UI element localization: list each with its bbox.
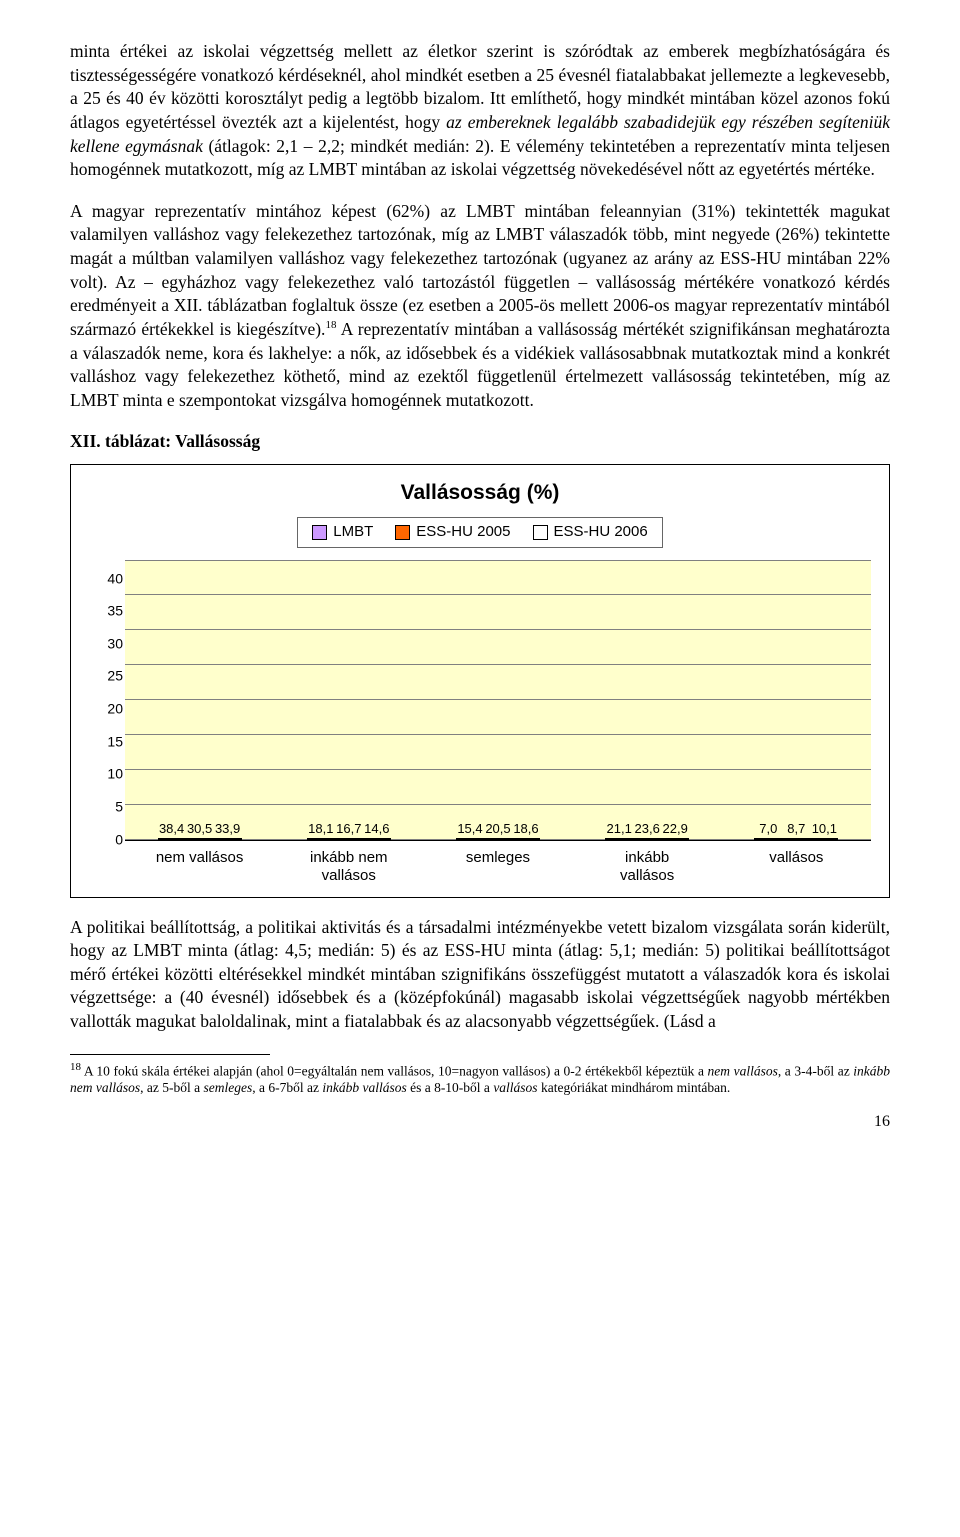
footnote-num: 18 xyxy=(70,1061,81,1073)
legend-swatch xyxy=(533,525,548,540)
legend-label: ESS-HU 2005 xyxy=(416,522,510,542)
bar: 18,6 xyxy=(512,838,540,840)
y-tick: 35 xyxy=(89,602,123,621)
bar-value-label: 18,1 xyxy=(308,820,333,838)
bar-value-label: 22,9 xyxy=(663,820,688,838)
x-axis-label: vallásos xyxy=(746,849,846,885)
y-tick: 25 xyxy=(89,667,123,686)
bar-group: 21,123,622,9 xyxy=(605,838,689,840)
p2-sup: 18 xyxy=(325,319,336,331)
bar-value-label: 10,1 xyxy=(812,820,837,838)
table-12-title: XII. táblázat: Vallásosság xyxy=(70,430,890,454)
bar-value-label: 21,1 xyxy=(607,820,632,838)
bar-group: 15,420,518,6 xyxy=(456,838,540,840)
bar-group: 38,430,533,9 xyxy=(158,838,242,840)
chart-plot-area: 4035302520151050 38,430,533,918,116,714,… xyxy=(125,560,871,841)
bar: 33,9 xyxy=(214,838,242,840)
paragraph-3: A politikai beállítottság, a politikai a… xyxy=(70,916,890,1034)
bar-value-label: 23,6 xyxy=(635,820,660,838)
legend-item-lmbt: LMBT xyxy=(312,522,373,542)
bar-value-label: 30,5 xyxy=(187,820,212,838)
bar-value-label: 8,7 xyxy=(787,820,805,838)
bar-value-label: 33,9 xyxy=(215,820,240,838)
y-tick: 0 xyxy=(89,830,123,849)
x-axis-label: inkább nemvallásos xyxy=(299,849,399,885)
bar-value-label: 16,7 xyxy=(336,820,361,838)
legend-label: LMBT xyxy=(333,522,373,542)
bar: 18,1 xyxy=(307,838,335,840)
legend-swatch xyxy=(395,525,410,540)
x-axis-label: nem vallásos xyxy=(150,849,250,885)
bar-value-label: 38,4 xyxy=(159,820,184,838)
legend-item-ess2005: ESS-HU 2005 xyxy=(395,522,510,542)
bar: 15,4 xyxy=(456,838,484,840)
y-tick: 5 xyxy=(89,797,123,816)
y-tick: 40 xyxy=(89,569,123,588)
bar: 16,7 xyxy=(335,838,363,840)
chart-container: Vallásosság (%) LMBT ESS-HU 2005 ESS-HU … xyxy=(70,464,890,898)
bar: 20,5 xyxy=(484,838,512,840)
bar: 14,6 xyxy=(363,838,391,840)
chart-bars: 38,430,533,9 18,116,714,6 15,420,518,6 21,1… xyxy=(125,560,871,840)
bar: 22,9 xyxy=(661,838,689,840)
bar-value-label: 7,0 xyxy=(759,820,777,838)
bar: 23,6 xyxy=(633,838,661,840)
bar-group: 18,116,714,6 xyxy=(307,838,391,840)
legend-swatch xyxy=(312,525,327,540)
y-tick: 10 xyxy=(89,765,123,784)
bar: 8,7 xyxy=(782,838,810,840)
chart-title: Vallásosság (%) xyxy=(89,479,871,507)
chart-legend: LMBT ESS-HU 2005 ESS-HU 2006 xyxy=(297,517,662,547)
bar-group: 7,08,710,1 xyxy=(754,838,838,840)
bar-value-label: 14,6 xyxy=(364,820,389,838)
bar: 21,1 xyxy=(605,838,633,840)
x-axis-label: semleges xyxy=(448,849,548,885)
chart-y-axis: 4035302520151050 xyxy=(89,560,123,840)
x-axis-label: inkábbvallásos xyxy=(597,849,697,885)
bar: 30,5 xyxy=(186,838,214,840)
y-tick: 30 xyxy=(89,634,123,653)
page-number: 16 xyxy=(70,1111,890,1133)
legend-item-ess2006: ESS-HU 2006 xyxy=(533,522,648,542)
bar: 38,4 xyxy=(158,838,186,840)
bar: 10,1 xyxy=(810,838,838,840)
bar-value-label: 18,6 xyxy=(513,820,538,838)
paragraph-1: minta értékei az iskolai végzettség mell… xyxy=(70,40,890,182)
chart-x-labels: nem vallásos inkább nemvallásos semleges in… xyxy=(125,841,871,885)
paragraph-2: A magyar reprezentatív mintához képest (… xyxy=(70,200,890,413)
bar-value-label: 15,4 xyxy=(457,820,482,838)
bar: 7,0 xyxy=(754,838,782,840)
legend-label: ESS-HU 2006 xyxy=(554,522,648,542)
footnote-18: 18 A 10 fokú skála értékei alapján (ahol… xyxy=(70,1061,890,1097)
y-tick: 15 xyxy=(89,732,123,751)
bar-value-label: 20,5 xyxy=(485,820,510,838)
y-tick: 20 xyxy=(89,700,123,719)
footnote-separator xyxy=(70,1054,270,1055)
